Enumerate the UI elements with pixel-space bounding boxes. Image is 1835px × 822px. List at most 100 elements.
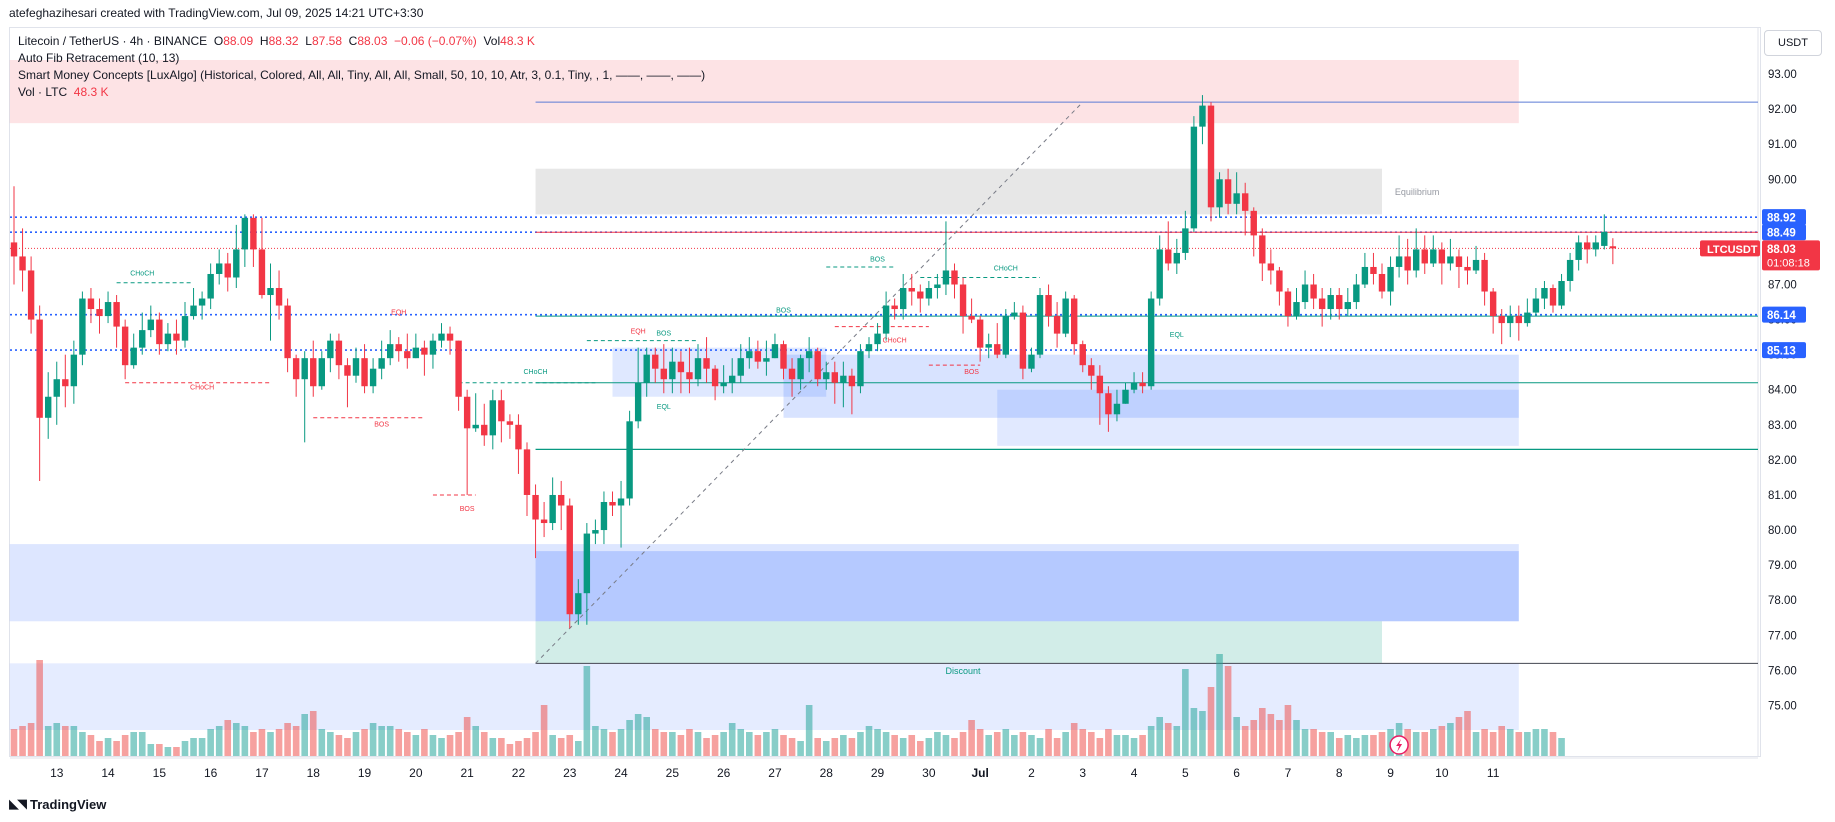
- volume-bar: [378, 726, 385, 756]
- volume-bar: [908, 735, 916, 756]
- x-tick-label-7: 20: [409, 766, 423, 780]
- chart-attribution: atefeghazihesari created with TradingVie…: [9, 6, 424, 20]
- volume-label: Vol: [483, 34, 501, 48]
- volume-bar: [446, 735, 454, 756]
- candle-body: [908, 288, 915, 292]
- candle-body: [310, 358, 317, 387]
- candle-body: [934, 284, 941, 289]
- volume-bar: [566, 735, 574, 756]
- candle-body: [1584, 242, 1591, 250]
- candle-body: [720, 382, 727, 387]
- candle-body: [96, 309, 103, 317]
- candle-body: [455, 340, 462, 397]
- volume-bar: [1430, 729, 1437, 756]
- replay-lightning-icon[interactable]: [1389, 735, 1409, 755]
- volume-bar: [737, 729, 745, 756]
- volume-bar: [660, 732, 668, 756]
- last-price-label: 88.03: [1767, 244, 1796, 256]
- volume-bar: [865, 726, 873, 756]
- volume-bar: [780, 735, 787, 756]
- indicator-smc[interactable]: Smart Money Concepts [LuxAlgo] (Historic…: [18, 68, 706, 82]
- volume-bar: [1156, 717, 1163, 756]
- volume-bar: [1259, 708, 1266, 756]
- volume-bar: [1182, 669, 1189, 756]
- volume-bar: [805, 705, 813, 756]
- candle-body: [532, 494, 539, 520]
- candle-body: [27, 270, 35, 320]
- volume-bar: [1327, 732, 1334, 756]
- volume-bar: [634, 714, 642, 756]
- volume-bar: [1464, 711, 1471, 756]
- candle-body: [121, 326, 129, 366]
- candle-body: [677, 361, 685, 373]
- candle-body: [857, 351, 864, 387]
- y-tick-label-13: 80.00: [1768, 525, 1797, 537]
- y-tick-label-1: 92.00: [1768, 104, 1797, 116]
- indicator-fib[interactable]: Auto Fib Retracement (10, 13): [18, 51, 180, 65]
- candle-body: [1336, 295, 1343, 310]
- volume-bar: [1370, 735, 1377, 756]
- candle-body: [113, 302, 120, 327]
- volume-bar: [746, 732, 753, 756]
- order-block-zone-inner: [535, 551, 1519, 622]
- candle-body: [729, 375, 736, 383]
- candle-body: [959, 284, 967, 317]
- y-tick-label-17: 76.00: [1768, 665, 1797, 677]
- x-tick-label-18: Jul: [971, 766, 988, 780]
- volume-bar: [549, 735, 556, 756]
- candle-body: [840, 375, 847, 383]
- volume-bar: [1438, 726, 1446, 756]
- candle-body: [1250, 210, 1257, 236]
- candle-body: [481, 424, 488, 436]
- y-tick-label-14: 79.00: [1768, 560, 1797, 572]
- x-tick-label-27: 10: [1435, 766, 1449, 780]
- candle-body: [79, 298, 86, 355]
- volume-bar: [1284, 705, 1292, 756]
- volume-bar: [1045, 729, 1052, 756]
- volume-bar: [822, 741, 830, 756]
- candle-body: [540, 519, 548, 524]
- currency-button[interactable]: USDT: [1764, 30, 1822, 56]
- structure-label-11: CHoCH: [883, 337, 907, 344]
- volume-bar: [771, 729, 779, 756]
- symbol-tag: LTCUSDT: [1707, 244, 1758, 256]
- volume-bar: [62, 726, 69, 756]
- candle-body: [181, 316, 189, 341]
- volume-bar: [1053, 738, 1061, 756]
- legend-ohlc-row: Litecoin / TetherUS · 4h · BINANCE O88.0…: [18, 33, 705, 50]
- candle-body: [814, 351, 821, 380]
- indicator-volume[interactable]: Vol · LTC 48.3 K: [18, 84, 705, 101]
- candle-body: [1002, 316, 1009, 355]
- y-tick-label-10: 83.00: [1768, 420, 1797, 432]
- candle-body: [87, 298, 95, 310]
- candle-body: [1284, 291, 1292, 317]
- structure-label-12: CHoCH: [994, 265, 1018, 272]
- price-label-box-0: [1762, 209, 1806, 226]
- volume-bar: [1216, 654, 1223, 756]
- symbol-name[interactable]: Litecoin / TetherUS · 4h · BINANCE: [18, 34, 208, 48]
- candle-body: [1207, 105, 1215, 208]
- volume-bar: [198, 738, 206, 756]
- y-tick-label-2: 91.00: [1768, 139, 1797, 151]
- volume-bar: [1344, 735, 1352, 756]
- x-tick-label-2: 15: [153, 766, 167, 780]
- volume-bar: [10, 729, 18, 756]
- volume-bar: [1515, 732, 1523, 756]
- candle-body: [669, 361, 676, 380]
- candle-body: [1592, 242, 1599, 250]
- candle-body: [173, 333, 180, 341]
- candle-body: [1233, 193, 1240, 204]
- volume-bar: [1318, 732, 1326, 756]
- candle-body: [609, 501, 616, 506]
- volume-bar: [344, 738, 351, 756]
- candle-body: [1421, 249, 1428, 264]
- volume-bar: [1011, 735, 1018, 756]
- candle-body: [592, 530, 599, 534]
- volume-bar: [395, 729, 403, 756]
- structure-label-10: BOS: [870, 257, 885, 264]
- candle-body: [1147, 298, 1155, 387]
- volume-bar: [455, 732, 462, 756]
- candle-body: [652, 354, 659, 369]
- candle-body: [429, 340, 437, 355]
